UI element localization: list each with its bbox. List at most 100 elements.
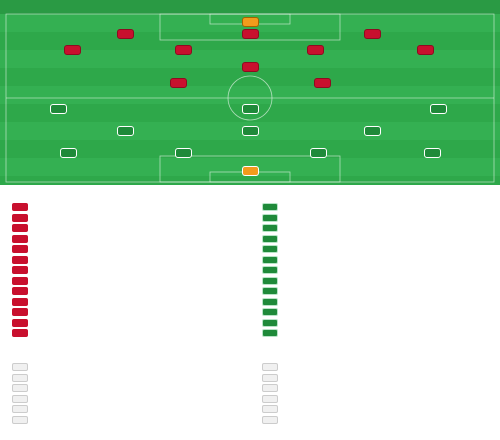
list-item[interactable]: [12, 286, 252, 297]
player-name: [173, 159, 193, 164]
list-item[interactable]: [12, 318, 252, 329]
list-item[interactable]: [262, 276, 500, 287]
list-item[interactable]: [12, 362, 252, 373]
home-player[interactable]: [285, 45, 345, 61]
player-position: [32, 208, 62, 212]
player-position: [32, 313, 62, 317]
player-position: [282, 323, 312, 327]
list-item[interactable]: [12, 244, 252, 255]
away-player[interactable]: [220, 104, 280, 120]
list-item[interactable]: [262, 328, 500, 339]
list-item[interactable]: [12, 297, 252, 308]
list-item[interactable]: [12, 213, 252, 224]
player-position: [282, 302, 312, 306]
shirt-icon: [116, 126, 134, 136]
player-position: [32, 281, 62, 285]
number-badge: [262, 203, 278, 212]
list-item[interactable]: [262, 234, 500, 245]
home-player[interactable]: [95, 29, 155, 45]
list-item[interactable]: [262, 202, 500, 213]
home-player[interactable]: [148, 78, 208, 94]
coaches-section: [0, 346, 500, 440]
number-badge: [262, 213, 278, 222]
home-player[interactable]: [395, 45, 455, 61]
list-item[interactable]: [262, 223, 500, 234]
away-player[interactable]: [342, 126, 402, 142]
list-item[interactable]: [262, 383, 500, 394]
shirt-icon: [174, 148, 192, 158]
list-item[interactable]: [262, 286, 500, 297]
list-item[interactable]: [12, 255, 252, 266]
away-player[interactable]: [288, 148, 348, 164]
number-badge: [262, 276, 278, 285]
away-player[interactable]: [408, 104, 468, 120]
player-position: [32, 302, 62, 306]
player-name: [362, 40, 382, 45]
list-item[interactable]: [262, 415, 500, 426]
shirt-icon: [423, 148, 441, 158]
away-player[interactable]: [95, 126, 155, 142]
home-player[interactable]: [220, 29, 280, 45]
list-item[interactable]: [262, 318, 500, 329]
list-item[interactable]: [12, 415, 252, 426]
shirt-icon: [241, 62, 259, 72]
list-item[interactable]: [262, 362, 500, 373]
player-name: [240, 40, 260, 45]
player-position: [282, 313, 312, 317]
staff-position: [282, 399, 312, 403]
list-item[interactable]: [12, 202, 252, 213]
list-item[interactable]: [12, 328, 252, 339]
list-item[interactable]: [12, 223, 252, 234]
list-item[interactable]: [12, 373, 252, 384]
player-position: [32, 229, 62, 233]
player-name: [240, 115, 260, 120]
pitch-markings: [5, 13, 495, 183]
home-player[interactable]: [342, 29, 402, 45]
number-badge: [12, 234, 28, 243]
list-item[interactable]: [262, 373, 500, 384]
list-item[interactable]: [262, 244, 500, 255]
coaches-title: [18, 350, 58, 358]
away-coaches: [262, 362, 500, 425]
player-name: [240, 177, 260, 182]
home-player[interactable]: [220, 62, 280, 78]
list-item[interactable]: [262, 297, 500, 308]
number-badge: [12, 213, 28, 222]
lineup-pitch: [0, 0, 500, 185]
staff-position: [32, 399, 62, 403]
pitch-header: [0, 0, 500, 14]
shirt-icon: [241, 126, 259, 136]
away-player[interactable]: [28, 104, 88, 120]
list-item[interactable]: [12, 276, 252, 287]
away-player[interactable]: [38, 148, 98, 164]
list-item[interactable]: [262, 307, 500, 318]
pitch-stripe: [0, 86, 500, 104]
list-item[interactable]: [12, 307, 252, 318]
list-item[interactable]: [262, 255, 500, 266]
home-player[interactable]: [153, 45, 213, 61]
list-item[interactable]: [12, 383, 252, 394]
player-name: [428, 115, 448, 120]
list-item[interactable]: [262, 213, 500, 224]
shirt-icon: [116, 29, 134, 39]
list-item[interactable]: [262, 404, 500, 415]
home-player[interactable]: [292, 78, 352, 94]
staff-position: [32, 368, 62, 372]
list-item[interactable]: [12, 394, 252, 405]
list-item[interactable]: [12, 404, 252, 415]
number-badge: [12, 308, 28, 317]
home-player[interactable]: [42, 45, 102, 61]
list-item[interactable]: [12, 265, 252, 276]
list-item[interactable]: [12, 234, 252, 245]
number-badge: [262, 255, 278, 264]
role-badge: [12, 394, 28, 403]
away-player[interactable]: [153, 148, 213, 164]
away-player[interactable]: [220, 166, 280, 182]
substitutes-title: [18, 192, 58, 200]
number-badge: [262, 234, 278, 243]
home-player[interactable]: [220, 17, 280, 33]
away-player[interactable]: [220, 126, 280, 142]
list-item[interactable]: [262, 394, 500, 405]
away-player[interactable]: [402, 148, 462, 164]
list-item[interactable]: [262, 265, 500, 276]
